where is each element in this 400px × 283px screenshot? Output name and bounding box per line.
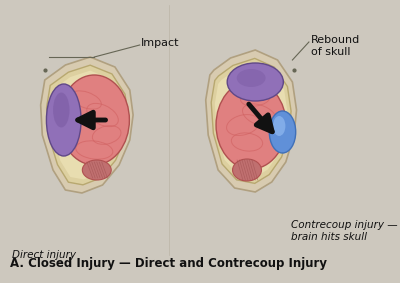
Polygon shape	[211, 58, 291, 183]
Polygon shape	[41, 57, 133, 193]
Polygon shape	[215, 64, 288, 178]
Text: Impact: Impact	[141, 38, 180, 48]
Ellipse shape	[53, 93, 70, 128]
Text: A. Closed Injury — Direct and Contrecoup Injury: A. Closed Injury — Direct and Contrecoup…	[10, 257, 327, 270]
Polygon shape	[46, 65, 128, 185]
Ellipse shape	[82, 160, 111, 180]
Ellipse shape	[269, 111, 296, 153]
Ellipse shape	[237, 69, 266, 87]
Text: Rebound
of skull: Rebound of skull	[310, 35, 360, 57]
Text: Direct injury: Direct injury	[12, 250, 76, 260]
Ellipse shape	[232, 159, 262, 181]
Polygon shape	[206, 50, 296, 192]
Ellipse shape	[273, 116, 285, 136]
Ellipse shape	[59, 75, 129, 165]
Polygon shape	[50, 70, 124, 179]
Text: Contrecoup injury —
brain hits skull: Contrecoup injury — brain hits skull	[291, 220, 397, 242]
Ellipse shape	[216, 81, 286, 169]
Ellipse shape	[227, 63, 283, 101]
Ellipse shape	[46, 84, 81, 156]
